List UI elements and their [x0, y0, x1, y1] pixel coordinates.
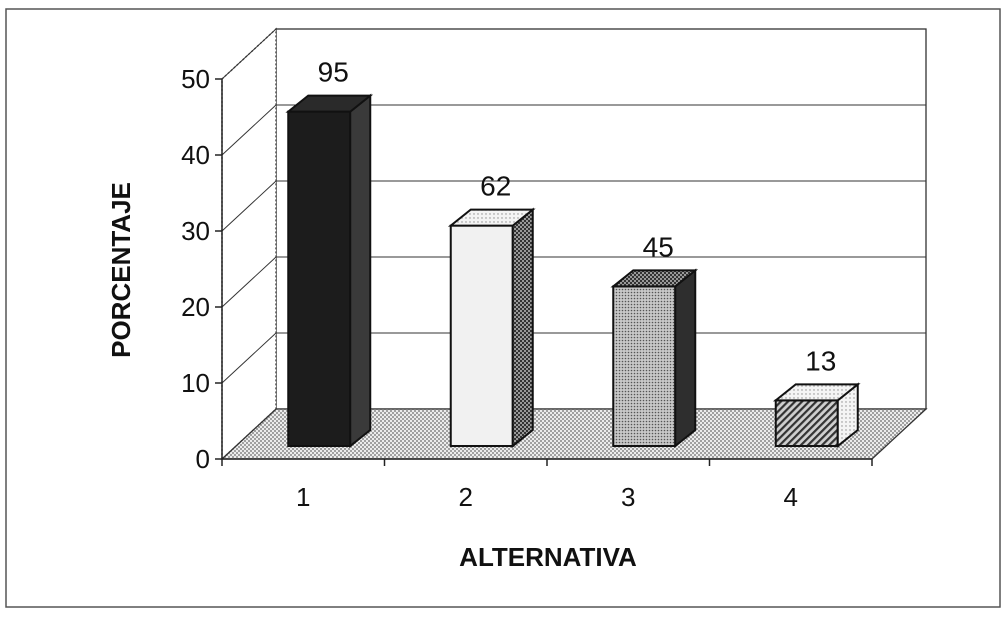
y-axis-title: PORCENTAJE [106, 182, 136, 358]
data-label: 95 [318, 57, 349, 88]
y-tick-label: 10 [181, 368, 210, 398]
gridline-side [221, 104, 277, 156]
gridlines [221, 28, 926, 384]
y-tick-label: 30 [181, 216, 210, 246]
y-tick-label: 20 [181, 292, 210, 322]
bar-top [610, 269, 699, 288]
bar-top [772, 383, 861, 402]
gridline-side [221, 180, 277, 232]
bar-3 [610, 268, 699, 449]
bar-side [349, 93, 372, 449]
x-tick-label: 4 [784, 482, 798, 512]
bar-front [774, 399, 839, 447]
y-tick-label: 50 [181, 64, 210, 94]
bar-4 [772, 382, 861, 449]
bar-side [674, 268, 697, 449]
bar-side [511, 207, 534, 449]
bar-2 [447, 207, 536, 449]
bars [285, 93, 861, 449]
x-tick-label: 3 [621, 482, 635, 512]
back-wall [275, 28, 927, 410]
bar-1 [285, 93, 374, 449]
bar-front [612, 285, 677, 447]
y-tick-label: 40 [181, 140, 210, 170]
side-wall [221, 27, 277, 461]
x-tick-label: 1 [296, 482, 310, 512]
bar-front [449, 224, 514, 447]
bar-top [447, 208, 536, 227]
y-axis: 0 10 20 30 40 50 [181, 64, 223, 474]
gridline-side [221, 28, 277, 80]
plot-walls [221, 27, 927, 461]
data-label: 45 [643, 231, 674, 262]
y-tick-label: 0 [196, 444, 210, 474]
x-tick-label: 2 [459, 482, 473, 512]
data-labels: 95 62 45 13 [318, 57, 837, 377]
bar-top [285, 94, 374, 113]
gridline-side [221, 332, 277, 384]
x-axis-title: ALTERNATIVA [459, 542, 637, 572]
x-axis: 1 2 3 4 [221, 458, 873, 512]
gridline-side [221, 256, 277, 308]
data-label: 62 [480, 171, 511, 202]
data-label: 13 [805, 345, 836, 376]
bar-front [287, 110, 352, 447]
